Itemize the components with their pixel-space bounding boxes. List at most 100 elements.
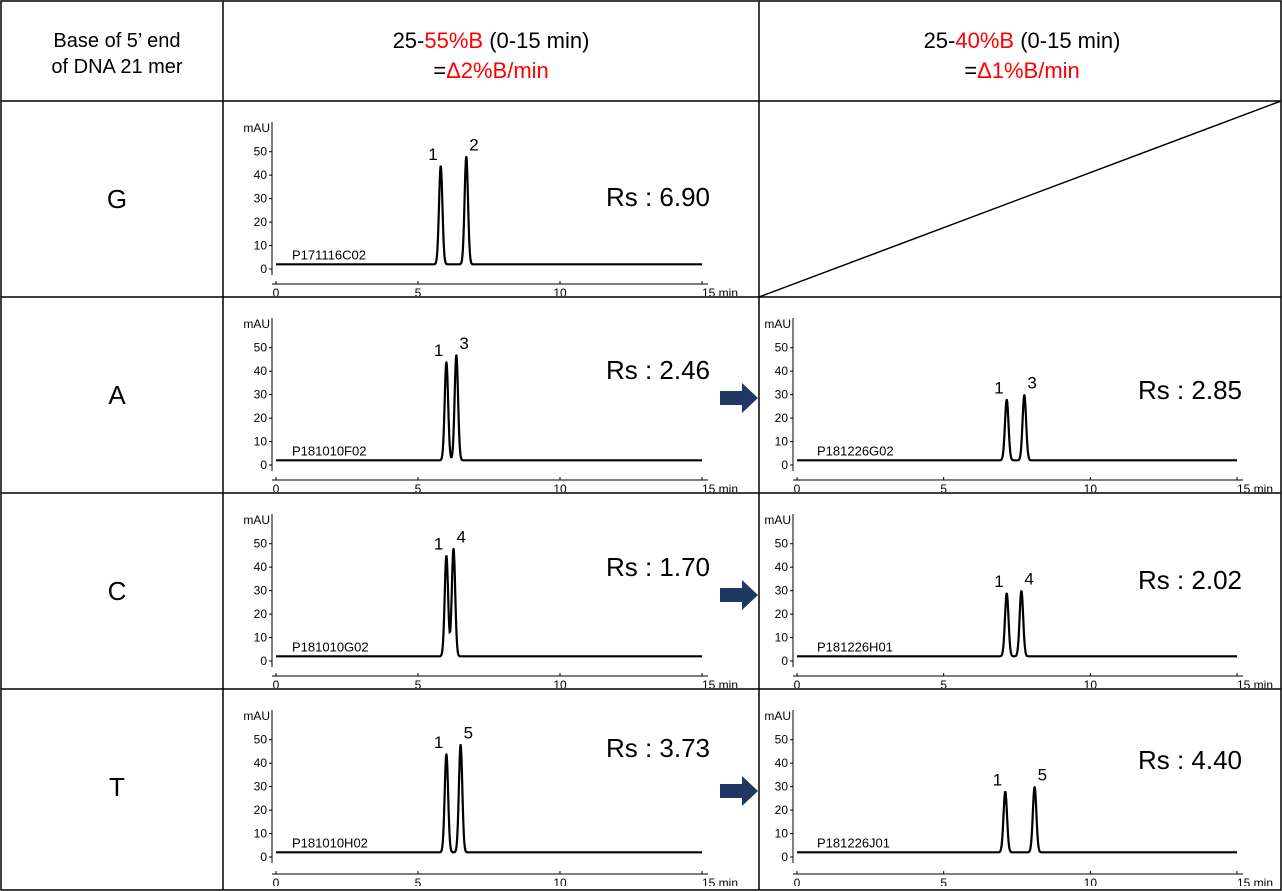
x-tick-label: 5 [940,876,947,886]
x-tick-label: 0 [794,876,801,886]
x-tick-label: 10 [1084,876,1098,886]
y-tick-label: 30 [775,780,789,794]
x-tick-label: 5 [415,678,422,688]
chromatogram-trace [797,786,1237,854]
column-header-gradient-1: 25-55%B (0-15 min) =Δ2%B/min [231,26,751,86]
y-tick-label: 40 [775,756,789,770]
corner-header: Base of 5’ end of DNA 21 mer [12,28,222,80]
peak-point [465,155,467,157]
y-tick-label: 30 [775,388,789,402]
peak-number-label: 1 [434,341,443,360]
sample-id-label: P181010G02 [292,639,369,654]
x-tick-label: 15 min [702,286,738,296]
row-label-t: T [109,772,125,802]
y-tick-label: 30 [775,584,789,598]
y-tick-label: 0 [260,654,267,668]
x-tick-label: 5 [940,678,947,688]
y-tick-label: 10 [775,435,789,449]
y-tick-label: 0 [260,262,267,276]
x-tick-label: 5 [415,876,422,886]
peak-number-label: 2 [469,135,478,154]
y-axis-unit-label: mAU [764,513,791,527]
col1-suffix: (0-15 min) [483,28,590,53]
empty-cell-diagonal [758,100,1282,298]
y-tick-label: 50 [254,145,268,159]
peak-point [1006,592,1008,594]
peak-number-label: 1 [994,572,1003,591]
peak-number-label: 4 [457,527,466,546]
y-tick-label: 0 [260,458,267,472]
x-tick-label: 0 [794,482,801,492]
y-tick-label: 30 [254,780,268,794]
peak-number-label: 5 [1038,766,1047,785]
chromatogram-trace [276,354,702,462]
x-tick-label: 15 min [702,482,738,492]
y-tick-label: 10 [775,827,789,841]
y-tick-label: 0 [260,850,267,864]
x-tick-label: 15 min [1237,876,1273,886]
y-axis-unit-label: mAU [243,709,270,723]
y-tick-label: 0 [781,654,788,668]
col1-line2-red: Δ2%B/min [446,58,549,83]
col1-line2-prefix: = [433,58,447,83]
y-tick-label: 10 [775,631,789,645]
peak-point [1004,790,1006,792]
y-tick-label: 40 [775,364,789,378]
chromatogram-a-left: mAU 0 10 20 30 40 50 0 5 10 15 min 1 3 P181010F02 [243,317,738,492]
x-tick-label: 5 [415,482,422,492]
y-tick-label: 50 [254,733,268,747]
peak-point [445,554,447,556]
y-tick-label: 20 [254,607,268,621]
x-tick-label: 15 min [1237,482,1273,492]
arrow-right-icon [720,580,758,610]
x-tick-label: 0 [273,482,280,492]
rs-value-t-left: Rs : 3.73 [605,733,710,763]
rs-value-c-right: Rs : 2.02 [1137,565,1242,595]
x-tick-label: 0 [794,678,801,688]
peak-number-label: 1 [428,145,437,164]
x-tick-label: 15 min [702,876,738,886]
y-tick-label: 50 [775,341,789,355]
rs-value-a-left: Rs : 2.46 [605,355,710,385]
peak-point [455,354,457,356]
y-tick-label: 20 [775,607,789,621]
y-tick-label: 10 [254,239,268,253]
rs-value-g-left: Rs : 6.90 [605,182,710,212]
peak-number-label: 3 [459,334,468,353]
x-tick-label: 0 [273,876,280,886]
sample-id-label: P181226J01 [817,835,890,850]
chromatogram-a-right: mAU 0 10 20 30 40 50 0 5 10 15 min 1 3 P181226G02 [764,317,1273,492]
y-tick-label: 20 [775,803,789,817]
y-tick-label: 40 [254,756,268,770]
chromatogram-trace [276,744,702,854]
x-tick-label: 10 [553,482,567,492]
col1-prefix: 25- [392,28,425,53]
chromatogram-t-right: mAU 0 10 20 30 40 50 0 5 10 15 min 1 5 P181226J01 [764,709,1273,886]
peak-point [445,753,447,755]
y-tick-label: 0 [781,850,788,864]
y-tick-label: 20 [775,411,789,425]
col2-prefix: 25- [923,28,956,53]
chromatogram-trace [276,548,702,658]
peak-point [440,165,442,167]
y-tick-label: 30 [254,388,268,402]
peak-number-label: 1 [434,534,443,553]
y-tick-label: 40 [254,364,268,378]
peak-number-label: 4 [1024,570,1033,589]
peak-number-label: 3 [1027,374,1036,393]
peak-number-label: 1 [434,733,443,752]
y-axis-unit-label: mAU [764,317,791,331]
y-tick-label: 20 [254,215,268,229]
rs-value-c-left: Rs : 1.70 [605,552,710,582]
peak-point [445,361,447,363]
x-tick-label: 15 min [1237,678,1273,688]
y-tick-label: 40 [254,168,268,182]
sample-id-label: P171116C02 [292,247,366,262]
y-axis-unit-label: mAU [243,317,270,331]
y-tick-label: 50 [775,733,789,747]
y-tick-label: 0 [781,458,788,472]
peak-point [460,743,462,745]
x-tick-label: 0 [273,286,280,296]
peak-point [1006,398,1008,400]
